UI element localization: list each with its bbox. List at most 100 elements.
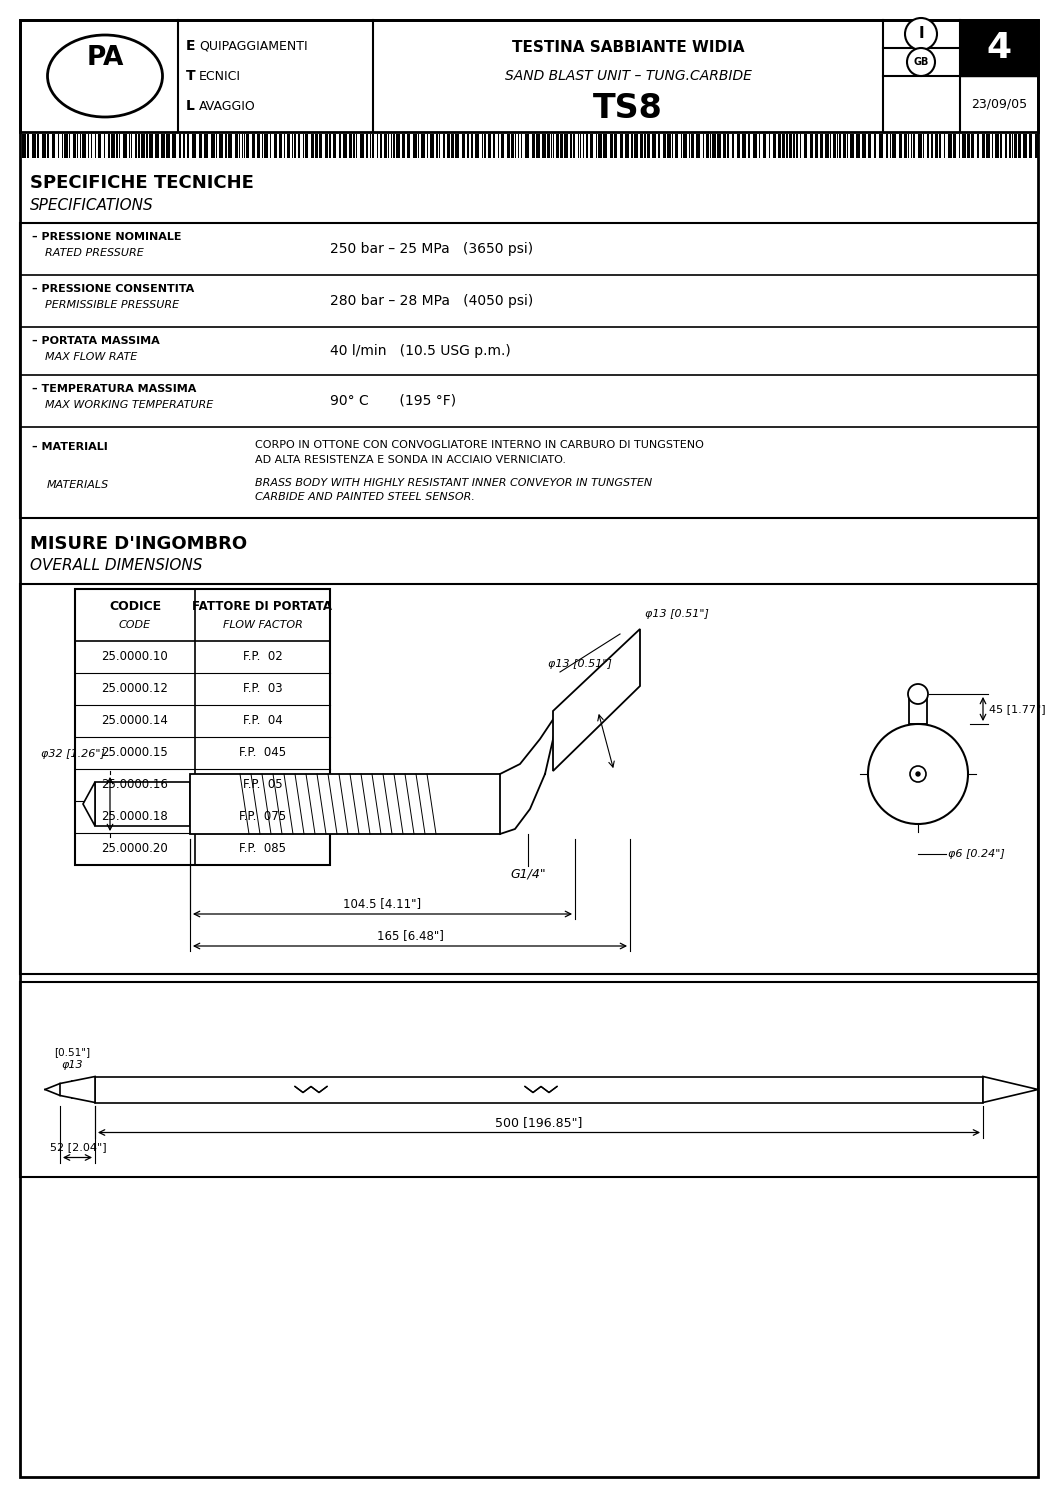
Bar xyxy=(264,135,268,159)
Bar xyxy=(98,135,101,159)
Text: 250 bar – 25 MPa   (3650 psi): 250 bar – 25 MPa (3650 psi) xyxy=(330,243,533,256)
Bar xyxy=(294,135,296,159)
Bar xyxy=(219,135,223,159)
Text: AVAGGIO: AVAGGIO xyxy=(199,99,256,112)
Bar xyxy=(507,135,510,159)
Text: 40 l/min   (10.5 USG p.m.): 40 l/min (10.5 USG p.m.) xyxy=(330,344,511,358)
Bar xyxy=(111,135,115,159)
Text: F.P.  045: F.P. 045 xyxy=(239,747,286,759)
Text: F.P.  02: F.P. 02 xyxy=(242,651,282,663)
Text: φ13 [0.51"]: φ13 [0.51"] xyxy=(548,659,612,669)
Bar xyxy=(511,135,514,159)
Bar xyxy=(20,223,1038,518)
Bar xyxy=(796,135,798,159)
Bar xyxy=(717,135,720,159)
Bar xyxy=(977,135,979,159)
Text: – PRESSIONE NOMINALE: – PRESSIONE NOMINALE xyxy=(32,232,182,243)
Bar xyxy=(325,135,328,159)
Bar xyxy=(311,135,314,159)
Text: – TEMPERATURA MASSIMA: – TEMPERATURA MASSIMA xyxy=(32,385,197,394)
Text: 25.0000.20: 25.0000.20 xyxy=(102,843,168,855)
Bar xyxy=(135,135,136,159)
Text: CODICE: CODICE xyxy=(109,600,161,614)
Bar xyxy=(451,135,454,159)
Text: 25.0000.12: 25.0000.12 xyxy=(102,683,168,696)
Circle shape xyxy=(868,725,968,823)
Text: φ6 [0.24"]: φ6 [0.24"] xyxy=(948,849,1005,859)
Bar xyxy=(42,135,45,159)
Bar xyxy=(166,135,170,159)
Text: 52 [2.04"]: 52 [2.04"] xyxy=(50,1142,106,1153)
Text: 4: 4 xyxy=(986,31,1011,64)
Bar xyxy=(935,135,938,159)
Circle shape xyxy=(907,48,935,76)
Text: AD ALTA RESISTENZA E SONDA IN ACCIAIO VERNICIATO.: AD ALTA RESISTENZA E SONDA IN ACCIAIO VE… xyxy=(255,455,566,466)
Text: F.P.  05: F.P. 05 xyxy=(242,778,282,792)
Bar xyxy=(789,135,792,159)
Circle shape xyxy=(908,684,928,704)
Bar xyxy=(590,135,592,159)
Bar xyxy=(982,135,985,159)
Bar xyxy=(732,135,734,159)
Bar xyxy=(603,135,607,159)
Bar xyxy=(247,135,249,159)
Text: T: T xyxy=(186,69,196,82)
Bar xyxy=(971,135,974,159)
Bar xyxy=(393,135,395,159)
Bar xyxy=(52,135,55,159)
Bar xyxy=(462,135,466,159)
Text: φ13: φ13 xyxy=(61,1060,83,1069)
Bar xyxy=(446,135,450,159)
Bar xyxy=(183,135,185,159)
Bar xyxy=(430,135,434,159)
Bar xyxy=(913,135,915,159)
Bar xyxy=(95,1076,983,1102)
Text: FATTORE DI PORTATA: FATTORE DI PORTATA xyxy=(193,600,332,614)
Bar xyxy=(225,135,227,159)
Bar xyxy=(525,135,529,159)
Bar xyxy=(83,135,86,159)
Bar xyxy=(190,774,500,834)
Bar xyxy=(204,135,208,159)
Bar xyxy=(279,135,282,159)
Bar xyxy=(1005,135,1007,159)
Bar xyxy=(1023,135,1027,159)
Bar xyxy=(667,135,671,159)
Bar xyxy=(20,584,1038,975)
Bar xyxy=(573,135,574,159)
Bar xyxy=(647,135,650,159)
Bar xyxy=(712,135,716,159)
Bar xyxy=(235,135,238,159)
Bar xyxy=(161,135,165,159)
Bar xyxy=(737,135,740,159)
Text: [0.51"]: [0.51"] xyxy=(54,1048,90,1057)
Bar xyxy=(536,135,540,159)
Bar xyxy=(570,135,572,159)
Bar xyxy=(879,135,883,159)
Bar xyxy=(631,135,633,159)
Bar xyxy=(471,135,473,159)
Bar xyxy=(1014,135,1017,159)
Bar xyxy=(366,135,368,159)
Bar xyxy=(20,19,1038,132)
Bar xyxy=(691,135,694,159)
Bar xyxy=(763,135,766,159)
Bar xyxy=(753,135,758,159)
Text: 104.5 [4.11"]: 104.5 [4.11"] xyxy=(344,898,421,910)
Text: φ13 [0.51"]: φ13 [0.51"] xyxy=(645,609,709,618)
Bar xyxy=(833,135,836,159)
Text: 45 [1.77"]: 45 [1.77"] xyxy=(989,704,1045,714)
Bar xyxy=(63,135,68,159)
Bar xyxy=(723,135,726,159)
Bar xyxy=(675,135,678,159)
Bar xyxy=(909,695,927,725)
Bar xyxy=(843,135,846,159)
Polygon shape xyxy=(553,629,640,771)
Bar xyxy=(141,135,145,159)
Circle shape xyxy=(910,766,926,781)
Bar xyxy=(856,135,860,159)
Bar xyxy=(644,135,646,159)
Text: – PORTATA MASSIMA: – PORTATA MASSIMA xyxy=(32,335,160,346)
Bar xyxy=(287,135,290,159)
Text: FLOW FACTOR: FLOW FACTOR xyxy=(222,620,303,630)
